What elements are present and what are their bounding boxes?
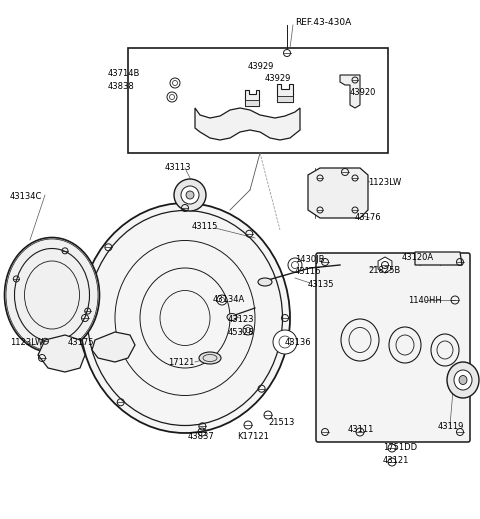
Circle shape xyxy=(288,258,302,272)
Text: 43120A: 43120A xyxy=(402,253,434,262)
Polygon shape xyxy=(38,335,85,372)
Text: K17121: K17121 xyxy=(237,432,269,441)
Polygon shape xyxy=(245,89,259,106)
Circle shape xyxy=(170,78,180,88)
Text: 1430JB: 1430JB xyxy=(295,255,324,264)
Circle shape xyxy=(167,92,177,102)
Text: 43175: 43175 xyxy=(68,338,95,347)
Text: 43920: 43920 xyxy=(350,88,376,97)
Ellipse shape xyxy=(258,278,272,286)
Ellipse shape xyxy=(454,370,472,390)
Text: 43135: 43135 xyxy=(308,280,335,289)
Text: 43134C: 43134C xyxy=(10,192,42,201)
Polygon shape xyxy=(378,257,392,273)
Circle shape xyxy=(273,330,297,354)
Text: 43123: 43123 xyxy=(228,315,254,324)
Text: 43134A: 43134A xyxy=(213,295,245,304)
Circle shape xyxy=(243,325,253,335)
Text: 1140HH: 1140HH xyxy=(408,296,442,305)
Polygon shape xyxy=(308,168,368,218)
Ellipse shape xyxy=(80,203,290,433)
Text: 43121: 43121 xyxy=(383,456,409,465)
Polygon shape xyxy=(415,252,462,265)
Polygon shape xyxy=(277,96,293,102)
FancyBboxPatch shape xyxy=(128,48,388,153)
Text: 21825B: 21825B xyxy=(368,266,400,275)
Text: 43136: 43136 xyxy=(285,338,312,347)
Ellipse shape xyxy=(459,376,467,385)
Text: 43837: 43837 xyxy=(188,432,215,441)
Text: 17121: 17121 xyxy=(168,358,194,367)
Circle shape xyxy=(217,295,227,305)
Ellipse shape xyxy=(227,313,237,321)
Text: 43111: 43111 xyxy=(348,425,374,434)
Polygon shape xyxy=(195,108,300,140)
Ellipse shape xyxy=(447,362,479,398)
Text: 43176: 43176 xyxy=(355,213,382,222)
FancyBboxPatch shape xyxy=(316,253,470,442)
Text: REF.43-430A: REF.43-430A xyxy=(295,18,351,27)
Ellipse shape xyxy=(4,238,99,352)
Text: 43119: 43119 xyxy=(438,422,464,431)
Text: 43929: 43929 xyxy=(248,62,275,71)
Text: 1751DD: 1751DD xyxy=(383,443,417,452)
Polygon shape xyxy=(245,100,259,106)
Ellipse shape xyxy=(181,186,199,204)
Text: 1123LW: 1123LW xyxy=(10,338,43,347)
Text: 43929: 43929 xyxy=(265,74,291,83)
Polygon shape xyxy=(340,75,360,108)
Polygon shape xyxy=(92,332,135,362)
Text: 43115: 43115 xyxy=(192,222,218,231)
Text: 43113: 43113 xyxy=(165,163,192,172)
Text: 43714B: 43714B xyxy=(108,69,140,78)
Text: 43838: 43838 xyxy=(108,82,135,91)
Ellipse shape xyxy=(199,352,221,364)
Ellipse shape xyxy=(174,179,206,211)
Ellipse shape xyxy=(186,191,194,199)
Polygon shape xyxy=(277,84,293,102)
Text: 1123LW: 1123LW xyxy=(368,178,401,187)
Text: 43116: 43116 xyxy=(295,267,322,276)
Text: 45328: 45328 xyxy=(228,328,254,337)
Text: 21513: 21513 xyxy=(268,418,294,427)
